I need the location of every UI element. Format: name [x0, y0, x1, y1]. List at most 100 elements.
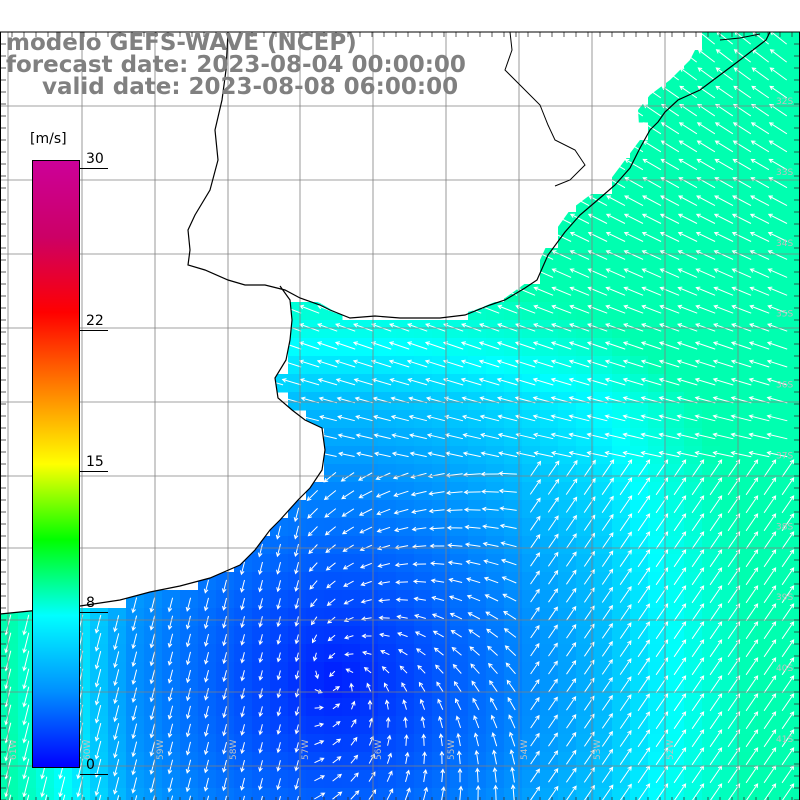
wind-speed-cell	[198, 734, 217, 753]
wind-arrow	[116, 795, 120, 800]
wind-arrow	[413, 614, 426, 619]
wind-arrow	[532, 341, 554, 350]
wind-arrow	[258, 706, 264, 718]
wind-speed-cell	[540, 482, 559, 501]
wind-speed-cell	[270, 680, 289, 699]
wind-speed-cell	[792, 158, 800, 177]
wind-speed-cell	[648, 752, 667, 771]
wind-speed-cell	[792, 752, 800, 771]
wind-speed-cell	[486, 464, 505, 483]
wind-speed-cell	[396, 482, 415, 501]
wind-speed-cell	[324, 392, 343, 411]
wind-speed-cell	[558, 608, 577, 627]
wind-speed-cell	[342, 590, 361, 609]
wind-arrow	[316, 341, 338, 350]
wind-arrow	[506, 679, 516, 693]
wind-arrow	[623, 268, 644, 278]
wind-speed-cell	[108, 626, 127, 645]
wind-arrow	[22, 650, 30, 672]
wind-speed-cell	[792, 50, 800, 69]
wind-arrow	[658, 414, 680, 422]
wind-speed-cell	[558, 644, 577, 663]
wind-arrow	[731, 286, 752, 296]
wind-speed-cell	[288, 788, 307, 800]
wind-arrow	[745, 603, 759, 622]
wind-arrow	[714, 195, 734, 207]
wind-arrow	[275, 525, 281, 540]
wind-arrow	[745, 711, 759, 730]
wind-speed-cell	[684, 572, 703, 591]
wind-arrow	[343, 616, 354, 622]
wind-arrow	[763, 621, 777, 640]
wind-speed-cell	[252, 770, 271, 789]
wind-arrow	[258, 652, 264, 664]
wind-speed-cell	[216, 662, 235, 681]
wind-speed-cell	[648, 590, 667, 609]
wind-arrow	[403, 734, 409, 746]
wind-arrow	[294, 561, 299, 575]
wind-speed-cell	[36, 770, 55, 789]
wind-arrow	[332, 703, 341, 710]
wind-speed-cell	[558, 392, 577, 411]
wind-arrow	[152, 795, 156, 800]
wind-arrow	[601, 459, 615, 478]
wind-arrow	[709, 657, 723, 676]
wind-speed-cell	[450, 554, 469, 573]
wind-arrow	[731, 268, 752, 278]
wind-arrow	[731, 304, 752, 314]
wind-arrow	[691, 657, 705, 676]
wind-speed-cell	[468, 518, 487, 537]
wind-arrow	[637, 675, 650, 694]
wind-speed-cell	[18, 608, 37, 627]
wind-arrow	[586, 341, 608, 350]
wind-speed-cell	[756, 716, 775, 735]
wind-speed-cell	[576, 428, 595, 447]
wind-speed-cell	[18, 626, 37, 645]
wind-speed-cell	[270, 662, 289, 681]
wind-arrow	[551, 286, 572, 296]
wind-speed-cell	[486, 410, 505, 429]
wind-speed-cell	[414, 410, 433, 429]
wind-speed-cell	[540, 590, 559, 609]
wind-speed-cell	[792, 716, 800, 735]
wind-speed-cell	[774, 536, 793, 555]
wind-speed-cell	[270, 752, 289, 771]
wind-arrow	[781, 531, 795, 550]
wind-arrow	[730, 432, 752, 440]
wind-speed-cell	[486, 446, 505, 465]
wind-arrow	[745, 513, 759, 532]
wind-arrow	[709, 711, 723, 730]
wind-speed-cell	[378, 518, 397, 537]
wind-arrow	[709, 621, 723, 640]
wind-arrow	[750, 140, 770, 153]
wind-arrow	[745, 657, 759, 676]
wind-arrow	[490, 697, 498, 711]
wind-speed-cell	[378, 698, 397, 717]
wind-arrow	[569, 268, 590, 278]
wind-arrow	[767, 286, 788, 296]
wind-arrow	[530, 696, 540, 711]
wind-arrow	[452, 663, 462, 674]
wind-arrow	[749, 250, 770, 260]
wind-speed-cell	[54, 770, 73, 789]
wind-arrow	[604, 414, 626, 422]
wind-arrow	[276, 670, 282, 681]
wind-arrow	[496, 359, 518, 368]
wind-speed-cell	[450, 572, 469, 591]
wind-arrow	[695, 231, 716, 242]
wind-arrow	[376, 508, 391, 516]
wind-arrow	[386, 788, 394, 800]
wind-arrow	[276, 652, 282, 663]
wind-arrow	[750, 158, 770, 171]
wind-speed-cell	[162, 788, 181, 800]
wind-arrow	[530, 750, 540, 765]
wind-arrow	[565, 569, 577, 585]
wind-arrow	[462, 433, 482, 440]
wind-speed-cell	[648, 608, 667, 627]
wind-arrow	[569, 304, 590, 314]
wind-arrow	[240, 724, 245, 736]
wind-speed-cell	[774, 626, 793, 645]
wind-arrow	[446, 507, 463, 513]
wind-speed-cell	[576, 410, 595, 429]
wind-arrow	[569, 286, 590, 296]
